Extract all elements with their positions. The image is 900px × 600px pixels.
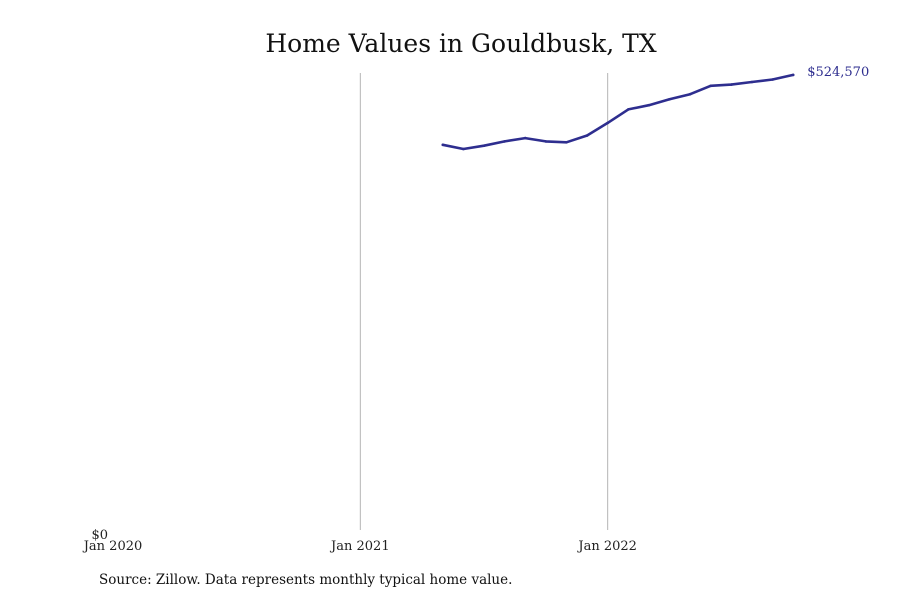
data-point	[730, 83, 733, 86]
data-point	[688, 92, 692, 96]
data-point	[462, 147, 465, 151]
data-point	[441, 143, 445, 147]
data-point	[668, 98, 671, 101]
data-point	[606, 121, 609, 125]
data-point	[709, 84, 712, 88]
data-point	[627, 108, 630, 111]
end-value-label: $524,570	[807, 65, 869, 80]
home-value-line	[441, 73, 795, 151]
data-point	[565, 141, 568, 144]
source-note: Source: Zillow. Data represents monthly …	[99, 572, 513, 588]
series-layer: $524,570	[441, 65, 869, 151]
grid-lines	[359, 73, 609, 530]
data-point	[544, 140, 548, 143]
x-tick-label: Jan 2020	[82, 539, 143, 554]
data-point	[771, 78, 774, 81]
data-point	[503, 140, 506, 143]
data-point	[482, 144, 486, 147]
data-point	[791, 73, 795, 77]
chart-title: Home Values in Gouldbusk, TX	[265, 29, 656, 58]
data-point	[647, 103, 651, 107]
y-tick-label: $0	[91, 528, 108, 543]
data-point	[750, 80, 754, 84]
data-point	[523, 136, 527, 140]
data-point	[585, 134, 589, 137]
x-tick-label: Jan 2022	[576, 539, 637, 554]
x-tick-label: Jan 2021	[329, 539, 390, 554]
axis-labels: Jan 2020 Jan 2021 Jan 2022 $0	[82, 528, 637, 554]
